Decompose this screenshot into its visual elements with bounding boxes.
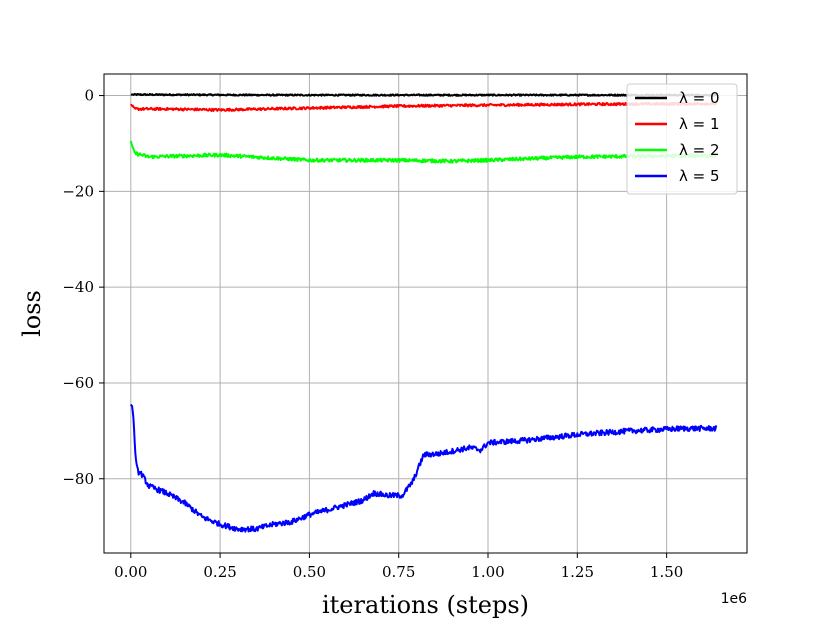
x-tick-label: 1.00 (471, 563, 504, 581)
series-line-1 (129, 101, 718, 112)
legend-entry-label: λ = 1 (679, 115, 720, 133)
series-line-2 (129, 140, 718, 164)
x-tick-label: 1.25 (561, 563, 594, 581)
x-tick-label: 1.50 (650, 563, 683, 581)
x-axis-label: iterations (steps) (322, 591, 529, 619)
legend-entry-label: λ = 5 (679, 167, 720, 185)
y-tick-label: −60 (62, 374, 94, 392)
y-tick-label: −80 (62, 470, 94, 488)
x-tick-label: 0.50 (293, 563, 326, 581)
y-tick-label: 0 (84, 87, 94, 105)
series-lines (129, 92, 718, 533)
y-tick-label: −20 (62, 182, 94, 200)
x-tick-label: 0.25 (203, 563, 236, 581)
series-line-3 (129, 403, 718, 533)
y-axis-label: loss (18, 290, 46, 337)
plot-frame (103, 73, 748, 554)
legend-box (626, 83, 738, 195)
series-line-0 (130, 92, 717, 97)
x-tick-label: 0.75 (382, 563, 415, 581)
legend: λ = 0 λ = 1 λ = 2 λ = 5 (626, 83, 738, 195)
x-axis-offset-label: 1e6 (721, 591, 748, 607)
legend-entry-label: λ = 2 (679, 141, 720, 159)
y-tick-label: −40 (62, 278, 94, 296)
axis-ticks: 0.00 0.25 0.50 0.75 1.00 1.25 1.50 0 −20 −40 −60 −8… (62, 87, 683, 581)
x-tick-label: 0.00 (114, 563, 147, 581)
legend-entry-label: λ = 0 (679, 89, 720, 107)
